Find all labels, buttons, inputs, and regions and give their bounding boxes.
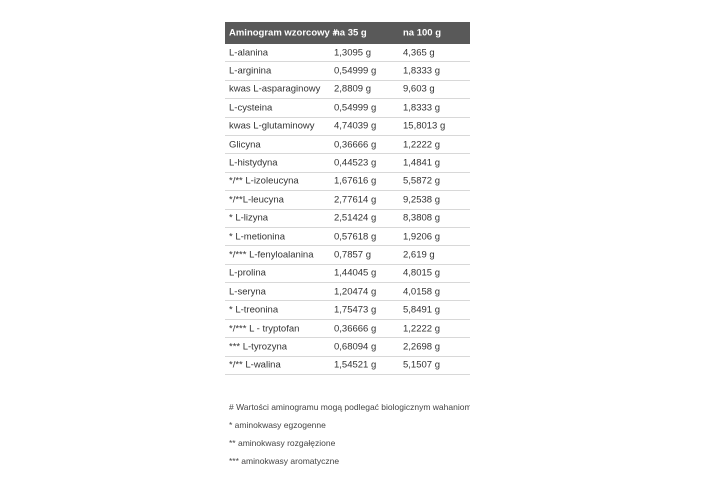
table-cell: */** L-walina <box>229 359 281 371</box>
notes: # Wartości aminogramu mogą podlegać biol… <box>229 400 470 472</box>
header-row: Aminogram wzorcowy # na 35 g na 100 g <box>225 22 470 44</box>
table-row: */** L-izoleucyna 1,67616 g 5,5872 g <box>225 173 470 192</box>
table-row: kwas L-glutaminowy 4,74039 g 15,8013 g <box>225 118 470 136</box>
table-cell: */**L-leucyna <box>229 194 284 206</box>
table-cell: *** L-tyrozyna <box>229 341 288 353</box>
table-cell: 1,2222 g <box>403 323 440 335</box>
table-cell: 0,36666 g <box>334 323 377 335</box>
table-row: L-seryna 1,20474 g 4,0158 g <box>225 283 470 302</box>
table-cell: 4,74039 g <box>334 120 377 132</box>
table-cell: 9,603 g <box>403 83 435 95</box>
table-cell: 2,8809 g <box>334 83 371 95</box>
table-cell: 0,44523 g <box>334 157 377 169</box>
table-cell: 2,51424 g <box>334 212 377 224</box>
table-cell: 1,2222 g <box>403 139 440 151</box>
table-cell: Glicyna <box>229 139 261 151</box>
table-cell: L-cysteina <box>229 102 273 114</box>
table-cell: 1,67616 g <box>334 175 377 187</box>
table-cell: 4,365 g <box>403 47 435 59</box>
table-cell: 5,1507 g <box>403 359 440 371</box>
table-cell: * L-treonina <box>229 304 279 316</box>
table-row: L-prolina 1,44045 g 4,8015 g <box>225 265 470 284</box>
footnote: * aminokwasy egzogenne <box>229 420 326 430</box>
table-row: * L-lizyna 2,51424 g 8,3808 g <box>225 210 470 228</box>
table-cell: L-histydyna <box>229 157 278 169</box>
table-cell: 1,8333 g <box>403 102 440 114</box>
table-cell: 1,9206 g <box>403 231 440 243</box>
table-row: */**L-leucyna 2,77614 g 9,2538 g <box>225 191 470 210</box>
table-cell: 5,8491 g <box>403 304 440 316</box>
table-cell: 15,8013 g <box>403 120 446 132</box>
table-row: L-histydyna 0,44523 g 1,4841 g <box>225 154 470 173</box>
table-cell: 0,57618 g <box>334 231 377 243</box>
table-row: * L-metionina 0,57618 g 1,9206 g <box>225 228 470 247</box>
footnote: *** aminokwasy aromatyczne <box>229 456 340 466</box>
table-cell: 9,2538 g <box>403 194 440 206</box>
header-cell: na 100 g <box>403 27 442 39</box>
table-row: L-alanina 1,3095 g 4,365 g <box>225 44 470 63</box>
table-cell: 4,0158 g <box>403 286 440 298</box>
table-cell: 1,20474 g <box>334 286 377 298</box>
table-row: */*** L - tryptofan 0,36666 g 1,2222 g <box>225 320 470 339</box>
table-cell: */*** L - tryptofan <box>229 323 300 335</box>
table-cell: L-alanina <box>229 47 269 59</box>
table-cell: 0,54999 g <box>334 65 377 77</box>
table-row: kwas L-asparaginowy 2,8809 g 9,603 g <box>225 81 470 100</box>
header-cell: Aminogram wzorcowy # <box>229 27 338 39</box>
table-row: *** L-tyrozyna 0,68094 g 2,2698 g <box>225 338 470 357</box>
table-cell: 1,8333 g <box>403 65 440 77</box>
amino-table: Aminogram wzorcowy # na 35 g na 100 g L-ala… <box>225 22 470 376</box>
table-cell: 2,77614 g <box>334 194 377 206</box>
footnote: # Wartości aminogramu mogą podlegać biol… <box>229 402 470 412</box>
table-cell: L-seryna <box>229 286 266 298</box>
table-cell: */*** L-fenyloalanina <box>229 249 314 261</box>
table-cell: 5,5872 g <box>403 175 440 187</box>
table-cell: 2,2698 g <box>403 341 440 353</box>
table-cell: L-prolina <box>229 267 266 279</box>
table-cell: 1,4841 g <box>403 157 440 169</box>
table-row: Glicyna 0,36666 g 1,2222 g <box>225 136 470 155</box>
table-cell: 1,3095 g <box>334 47 371 59</box>
table-row: * L-treonina 1,75473 g 5,8491 g <box>225 301 470 320</box>
table-row: */** L-walina 1,54521 g 5,1507 g <box>225 357 470 376</box>
table-cell: 0,54999 g <box>334 102 377 114</box>
table-cell: 4,8015 g <box>403 267 440 279</box>
table-cell: L-arginina <box>229 65 272 77</box>
table-cell: 0,7857 g <box>334 249 371 261</box>
table-cell: kwas L-asparaginowy <box>229 83 321 95</box>
table-cell: * L-metionina <box>229 231 285 243</box>
footnote: ** aminokwasy rozgałęzione <box>229 438 336 448</box>
table-cell: 0,68094 g <box>334 341 377 353</box>
table-row: L-arginina 0,54999 g 1,8333 g <box>225 62 470 81</box>
table-cell: * L-lizyna <box>229 212 269 224</box>
table-row: */*** L-fenyloalanina 0,7857 g 2,619 g <box>225 246 470 265</box>
table-cell: 1,54521 g <box>334 359 377 371</box>
table-cell: 0,36666 g <box>334 139 377 151</box>
table-cell: 2,619 g <box>403 249 435 261</box>
table-cell: 1,75473 g <box>334 304 377 316</box>
table-cell: 1,44045 g <box>334 267 377 279</box>
table-row: L-cysteina 0,54999 g 1,8333 g <box>225 99 470 118</box>
header-cell: na 35 g <box>334 27 367 39</box>
table-cell: */** L-izoleucyna <box>229 175 299 187</box>
table-cell: kwas L-glutaminowy <box>229 120 315 132</box>
table-cell: 8,3808 g <box>403 212 440 224</box>
